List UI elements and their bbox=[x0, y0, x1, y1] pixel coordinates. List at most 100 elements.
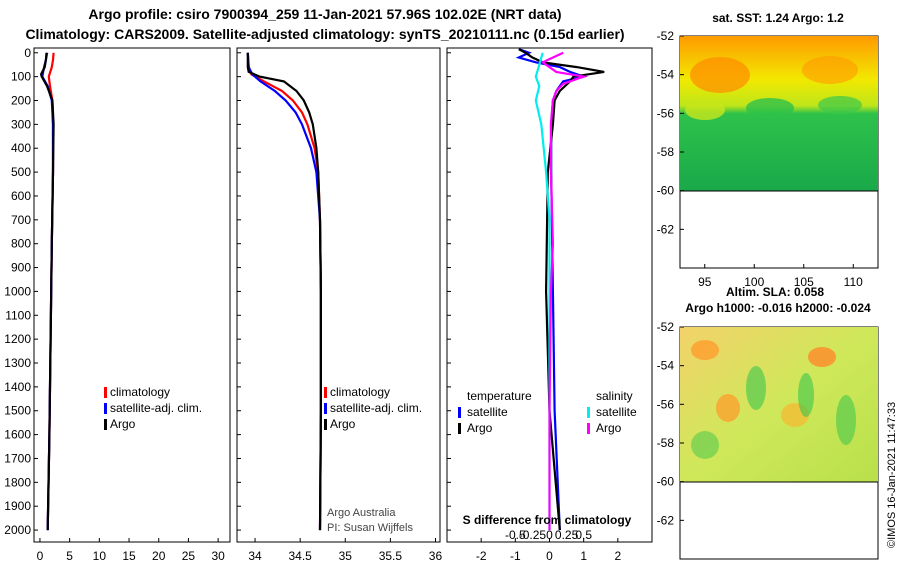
legend-label: Argo bbox=[110, 417, 136, 431]
s-tick-label: 0 bbox=[546, 528, 553, 542]
lat-tick-label: -62 bbox=[657, 222, 675, 236]
legend-label: climatology bbox=[330, 385, 390, 399]
y-tick-label: 0 bbox=[24, 46, 31, 60]
lon-tick-label: 100 bbox=[744, 275, 764, 289]
x-tick-label: 35 bbox=[339, 549, 353, 563]
y-tick-label: 500 bbox=[11, 165, 31, 179]
series-line-argo bbox=[246, 52, 322, 531]
sla-lat-ticks: -52 -54 -56 -58 -60 -62 bbox=[657, 320, 684, 527]
s-tick-label: 0.5 bbox=[575, 528, 592, 542]
legend-label: satellite-adj. clim. bbox=[110, 401, 202, 415]
y-tick-label: 1700 bbox=[4, 451, 31, 465]
y-tick-label: 1400 bbox=[4, 380, 31, 394]
legend-swatch bbox=[587, 423, 590, 434]
data-source-label: Argo Australia bbox=[327, 507, 396, 519]
y-tick-label: 600 bbox=[11, 189, 31, 203]
y-tick-label: 1000 bbox=[4, 284, 31, 298]
legend-label: Argo bbox=[467, 421, 493, 435]
lat-tick-label: -62 bbox=[657, 513, 675, 527]
legend-label: satellite bbox=[467, 405, 508, 419]
pi-label: PI: Susan Wijffels bbox=[327, 522, 413, 534]
legend-label: Argo bbox=[596, 421, 622, 435]
legend-label: Argo bbox=[330, 417, 356, 431]
x-tick-label: 0 bbox=[546, 549, 553, 563]
sla-map-patches bbox=[691, 340, 856, 459]
panel-difference_from_climatology: -2 -1 0 1 2 temperature salinity satellite Argo s… bbox=[446, 47, 653, 563]
series-line-s-argo bbox=[540, 51, 589, 531]
lat-tick-label: -56 bbox=[657, 397, 675, 411]
x-tick-label: 34.5 bbox=[288, 549, 312, 563]
legend-label: climatology bbox=[110, 385, 170, 399]
x-tick-label: -2 bbox=[476, 549, 487, 563]
x-tick-label: 20 bbox=[152, 549, 166, 563]
lat-tick-label: -60 bbox=[657, 475, 675, 489]
legend-swatch bbox=[104, 419, 107, 430]
y-tick-label: 1300 bbox=[4, 356, 31, 370]
lat-tick-label: -54 bbox=[657, 68, 675, 82]
x-axis-label: S difference from climatology bbox=[463, 513, 632, 527]
sst-map-patches bbox=[685, 56, 862, 120]
panel-salinity_profile: 34 34.5 35 35.5 36 climatology satellite-adj. … bbox=[236, 47, 443, 563]
s-tick-label: -0.5 bbox=[505, 528, 526, 542]
x-tick-label: 10 bbox=[93, 549, 107, 563]
y-tick-label: 2000 bbox=[4, 523, 31, 537]
sst-map-title: sat. SST: 1.24 Argo: 1.2 bbox=[712, 11, 844, 25]
lon-tick-label: 105 bbox=[794, 275, 814, 289]
panel-temperature_profile: 0100200300400500600700800900100011001200… bbox=[4, 46, 231, 563]
legend-title-temperature: temperature bbox=[467, 389, 532, 403]
sla-map-title-2: Argo h1000: -0.016 h2000: -0.024 bbox=[685, 301, 871, 315]
legend-swatch bbox=[324, 419, 327, 430]
x-tick-label: 34 bbox=[248, 549, 262, 563]
x-tick-label: 35.5 bbox=[379, 549, 403, 563]
legend-swatch bbox=[324, 387, 327, 398]
panel-frame bbox=[33, 47, 231, 543]
y-tick-label: 100 bbox=[11, 70, 31, 84]
x-tick-label: 5 bbox=[66, 549, 73, 563]
legend-swatch bbox=[458, 423, 461, 434]
lat-tick-label: -60 bbox=[657, 184, 675, 198]
x-tick-label: 0 bbox=[37, 549, 44, 563]
x-tick-label: 25 bbox=[182, 549, 196, 563]
y-tick-label: 1600 bbox=[4, 428, 31, 442]
y-tick-label: 1100 bbox=[5, 308, 31, 322]
series-line-argo bbox=[39, 52, 55, 531]
sla-map-title-1: Altim. SLA: 0.058 bbox=[726, 285, 824, 299]
legend-swatch bbox=[104, 403, 107, 414]
panel-frame bbox=[236, 47, 441, 543]
y-tick-label: 1900 bbox=[4, 499, 31, 513]
y-tick-label: 800 bbox=[11, 237, 31, 251]
lat-tick-label: -56 bbox=[657, 106, 675, 120]
chart-title-line2: Climatology: CARS2009. Satellite-adjuste… bbox=[25, 26, 625, 42]
y-tick-label: 1500 bbox=[4, 404, 31, 418]
s-tick-label: -0.25 bbox=[519, 528, 547, 542]
x-tick-label: 1 bbox=[580, 549, 587, 563]
y-tick-label: 200 bbox=[11, 94, 31, 108]
x-tick-label: 15 bbox=[122, 549, 136, 563]
y-tick-label: 700 bbox=[11, 213, 31, 227]
x-tick-label: -1 bbox=[510, 549, 521, 563]
lat-tick-label: -58 bbox=[657, 145, 675, 159]
y-tick-label: 300 bbox=[11, 117, 31, 131]
s-tick-label: 0.25 bbox=[555, 528, 579, 542]
legend-title-salinity: salinity bbox=[596, 389, 633, 403]
x-tick-label: 36 bbox=[429, 549, 443, 563]
sst-lon-ticks: 95 100 105 110 bbox=[698, 264, 863, 289]
lat-tick-label: -54 bbox=[657, 359, 675, 373]
y-tick-label: 1800 bbox=[4, 475, 31, 489]
legend-swatch bbox=[104, 387, 107, 398]
lat-tick-label: -52 bbox=[657, 29, 675, 43]
legend-swatch bbox=[458, 407, 461, 418]
lat-tick-label: -58 bbox=[657, 436, 675, 450]
legend-swatch bbox=[587, 407, 590, 418]
x-tick-label: 30 bbox=[211, 549, 225, 563]
y-tick-label: 900 bbox=[11, 261, 31, 275]
lat-tick-label: -52 bbox=[657, 320, 675, 334]
legend-label: satellite bbox=[596, 405, 637, 419]
chart-title-line1: Argo profile: csiro 7900394_259 11-Jan-2… bbox=[88, 6, 562, 22]
y-tick-label: 400 bbox=[11, 141, 31, 155]
imos-credit: ©IMOS 16-Jan-2021 11:47:33 bbox=[886, 401, 898, 548]
legend-swatch bbox=[324, 403, 327, 414]
x-tick-label: 2 bbox=[614, 549, 621, 563]
